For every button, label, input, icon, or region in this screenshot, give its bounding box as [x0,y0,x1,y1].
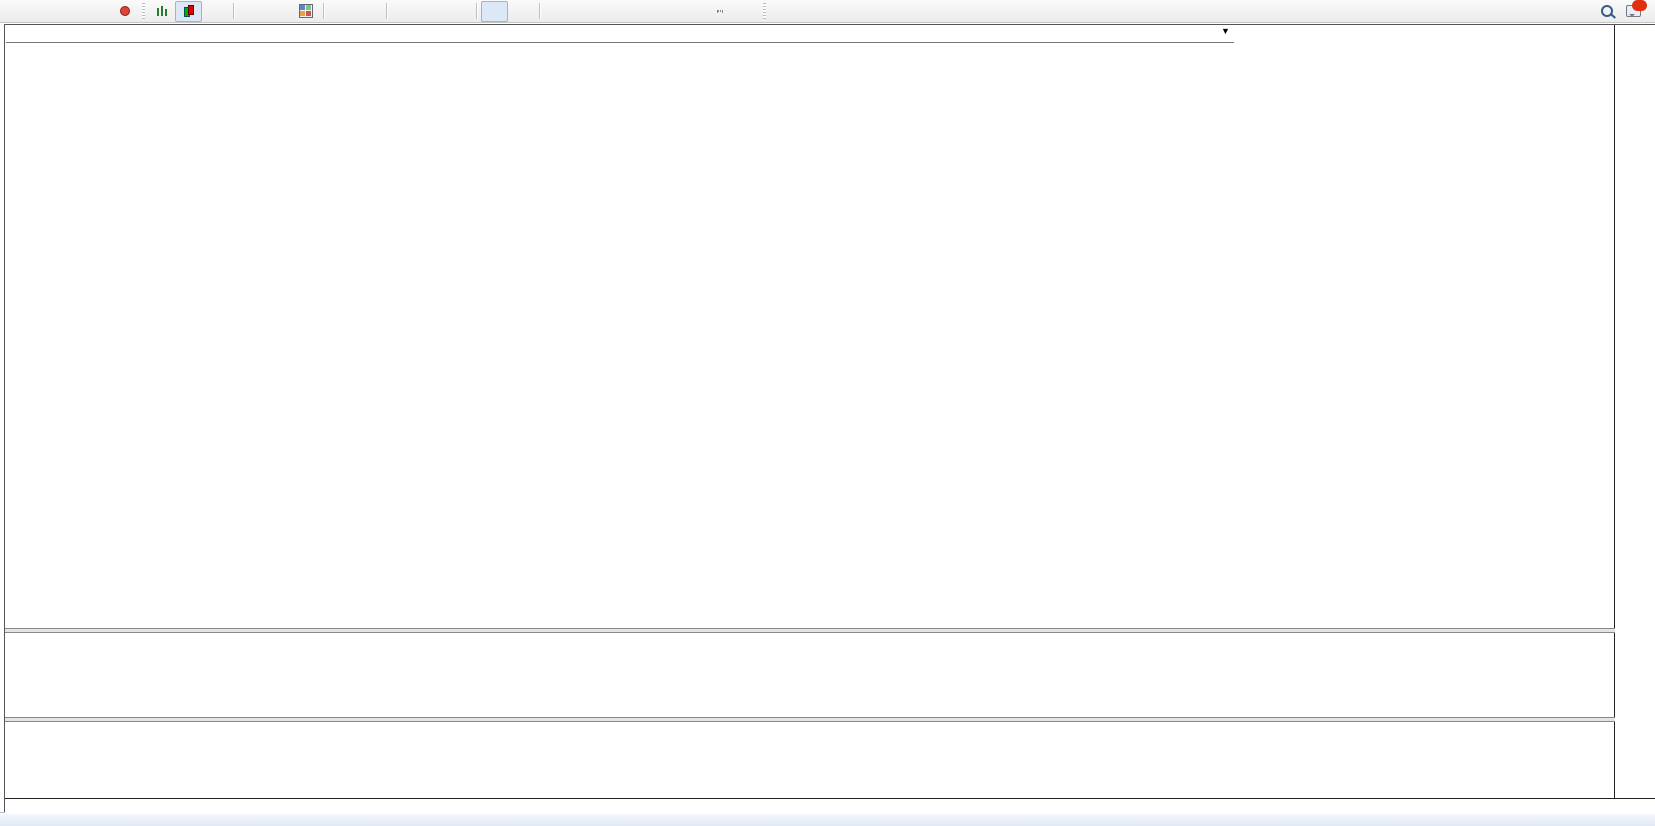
chart-window: ▼ [4,24,1655,814]
bar-chart-button[interactable] [148,1,175,22]
toolbar-separator [233,3,234,19]
horizontal-line-button[interactable] [571,1,598,22]
chat-icon [1626,0,1647,17]
auto-scroll-button[interactable] [328,1,355,22]
chart-caption [6,26,1234,43]
toolbar-separator [386,3,387,19]
status-bar [0,812,1655,826]
vertical-line-button[interactable] [544,1,571,22]
rsi-panel[interactable] [5,720,1614,798]
toolbar-separator [476,3,477,19]
zoom-out-button[interactable] [265,1,292,22]
line-chart-button[interactable] [202,1,229,22]
price-axis-line [1614,25,1615,798]
channel-button[interactable] [625,1,652,22]
autotrading-button[interactable] [112,1,139,22]
community-button[interactable] [31,1,58,22]
toolbar-separator [539,3,540,19]
time-axis[interactable] [5,798,1655,814]
tile-windows-icon [298,4,313,18]
charts-window-button[interactable] [58,1,85,22]
search-icon [1600,5,1613,17]
trendline-button[interactable] [598,1,625,22]
indicators-button[interactable] [391,1,418,22]
periods-button[interactable] [418,1,445,22]
candlestick-chart-icon [183,4,195,18]
toolbar-separator [323,3,324,19]
fibonacci-button[interactable] [652,1,679,22]
toolbar-grip [142,3,145,19]
crosshair-button[interactable] [508,1,535,22]
signals-button[interactable] [85,1,112,22]
autotrading-icon [119,6,130,16]
panel-splitter[interactable] [5,717,1655,722]
cursor-button[interactable] [481,0,508,22]
macd-panel[interactable] [5,630,1614,717]
toolbar-grip [763,3,766,19]
search-button[interactable] [1593,1,1620,22]
new-order-button[interactable] [4,1,31,22]
arrows-button[interactable] [733,1,760,22]
toolbar [0,0,1655,23]
zoom-in-button[interactable] [238,1,265,22]
text-label-button[interactable] [706,1,733,22]
notification-badge [1632,0,1647,11]
panel-splitter[interactable] [5,628,1655,633]
chart-shift-button[interactable] [355,1,382,22]
notifications-button[interactable] [1620,0,1647,22]
candlestick-chart-button[interactable] [175,0,202,22]
tile-windows-button[interactable] [292,1,319,22]
templates-button[interactable] [445,1,472,22]
text-button[interactable] [679,1,706,22]
bar-chart-icon [155,5,168,17]
price-axis[interactable] [1615,25,1655,798]
chart-shift-marker-icon[interactable]: ▼ [1221,26,1230,36]
text-label-icon [716,10,723,12]
main-price-chart[interactable] [5,25,1614,628]
